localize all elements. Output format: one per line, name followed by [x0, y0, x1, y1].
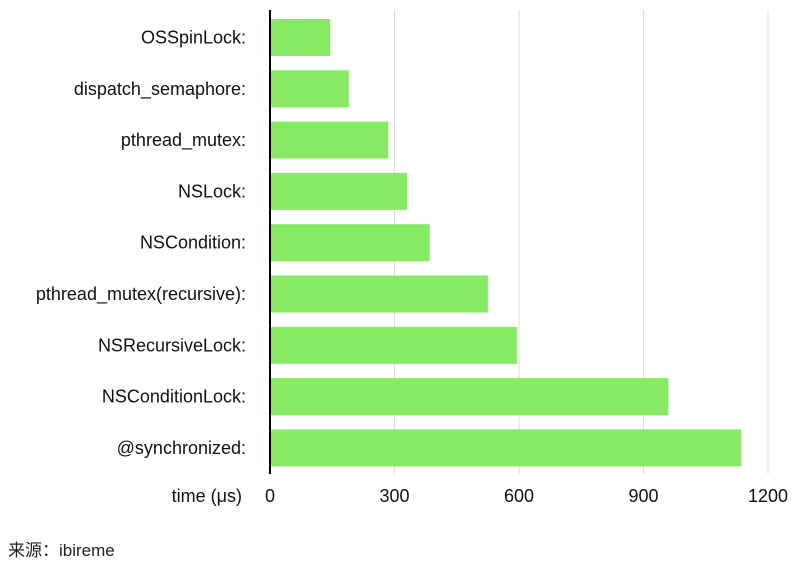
category-label: pthread_mutex(recursive): — [36, 284, 246, 305]
bar — [270, 19, 331, 56]
x-axis-title: time (μs) — [172, 486, 242, 506]
bar — [270, 429, 742, 467]
category-labels: OSSpinLock: dispatch_semaphore: pthread_mu… — [36, 28, 246, 458]
bar-chart: OSSpinLock: dispatch_semaphore: pthread_mu… — [36, 10, 788, 506]
x-tick-labels: 0 300 600 900 1200 — [265, 486, 788, 506]
category-label: @synchronized: — [117, 438, 246, 458]
x-tick-label: 600 — [504, 486, 534, 506]
x-tick-label: 900 — [628, 486, 658, 506]
bar — [270, 70, 349, 108]
bar — [270, 326, 517, 364]
bar — [270, 275, 488, 313]
bar — [270, 224, 430, 262]
category-label: pthread_mutex: — [121, 130, 246, 151]
category-label: NSCondition: — [140, 233, 246, 253]
category-label: OSSpinLock: — [141, 28, 246, 48]
bar — [270, 378, 669, 416]
x-tick-label: 1200 — [748, 486, 788, 506]
bar — [270, 172, 407, 210]
bar — [270, 121, 389, 159]
category-label: NSLock: — [178, 181, 246, 201]
x-tick-label: 0 — [265, 486, 275, 506]
category-label: NSConditionLock: — [102, 387, 246, 407]
source-caption: 来源：ibireme — [8, 541, 115, 560]
bars — [270, 19, 742, 467]
category-label: NSRecursiveLock: — [98, 335, 246, 355]
x-tick-label: 300 — [379, 486, 409, 506]
category-label: dispatch_semaphore: — [74, 79, 246, 100]
